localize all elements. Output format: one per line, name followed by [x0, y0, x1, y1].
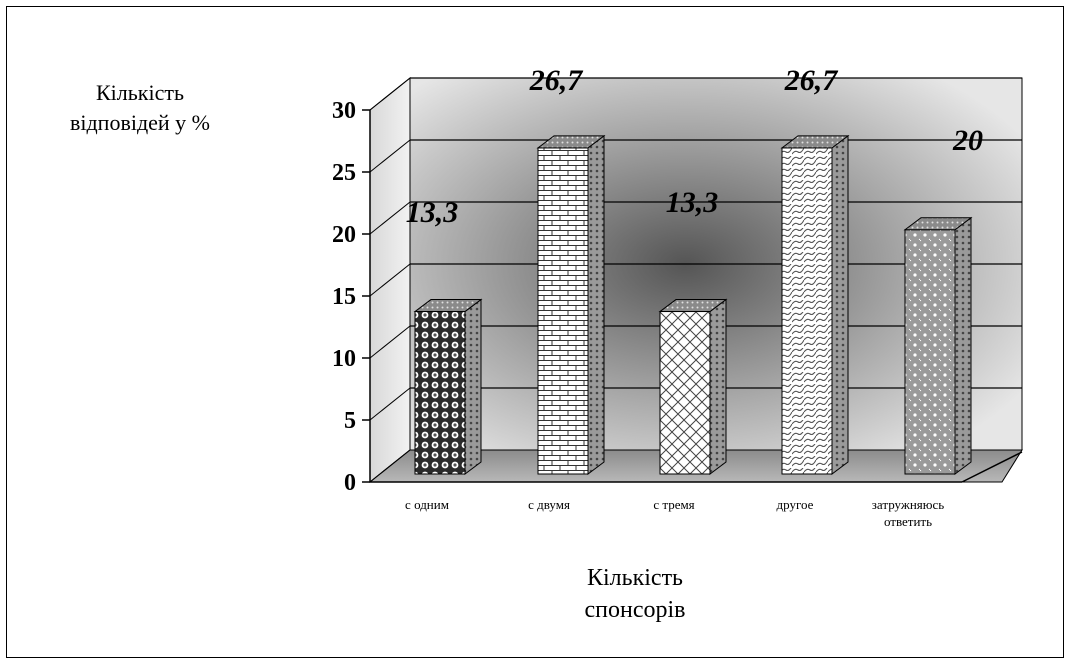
data-label: 13,3: [406, 196, 459, 229]
gridline-side: [369, 387, 411, 421]
y-tick-label: 20: [332, 222, 356, 248]
category-label: другое: [777, 497, 814, 512]
gridline-side: [369, 201, 411, 235]
gridline-side: [369, 263, 411, 297]
bar-top: [658, 299, 728, 313]
bar-side: [831, 134, 849, 475]
data-labels: 13,3 26,7 13,3 26,7 20: [406, 64, 983, 229]
y-axis-label: Кількість відповідей у %: [69, 80, 211, 135]
y-tick-label: 0: [344, 470, 356, 496]
category-labels: с одним с двумя с тремя другое затружняюсь от…: [405, 497, 944, 529]
y-tick-label: 30: [332, 98, 356, 124]
data-label: 13,3: [666, 186, 719, 219]
gridline-side: [369, 449, 411, 483]
bar-1: [413, 298, 483, 475]
y-tick-label: 15: [332, 284, 356, 310]
category-label: затружняюсь ответить: [872, 497, 944, 529]
category-label: с одним: [405, 497, 449, 512]
bar-side: [464, 298, 482, 475]
x-axis-label: Кількість спонсорів: [584, 565, 686, 623]
bar-front: [537, 147, 589, 475]
bar-top: [903, 217, 973, 231]
y-tick-label: 25: [332, 160, 356, 186]
y-tick-label: 5: [344, 408, 356, 434]
bar-front: [781, 147, 833, 475]
gridline-side: [369, 325, 411, 359]
bar-2: [536, 134, 606, 475]
bar-front: [904, 229, 956, 475]
bar-top: [536, 135, 606, 149]
bar-side: [709, 298, 727, 475]
bar-top: [780, 135, 850, 149]
category-label: с тремя: [653, 497, 694, 512]
bar-top: [413, 299, 483, 313]
bar-front: [659, 311, 711, 475]
bar-front: [414, 311, 466, 475]
bar-3: [658, 298, 728, 475]
bar-4: [780, 134, 850, 475]
bars: [413, 134, 973, 475]
data-label: 26,7: [529, 64, 584, 97]
data-label: 20: [952, 124, 983, 157]
gridline-side: [369, 139, 411, 173]
y-tick-label: 10: [332, 346, 356, 372]
y-tick-labels: 0 5 10 15 20 25 30: [332, 98, 356, 496]
bar-5: [903, 216, 973, 475]
category-label: с двумя: [528, 497, 570, 512]
bar-side: [587, 134, 605, 475]
data-label: 26,7: [784, 64, 839, 97]
gridline-side: [369, 77, 411, 111]
bar-side: [954, 216, 972, 475]
x-axis-depth-line: [961, 451, 1023, 483]
